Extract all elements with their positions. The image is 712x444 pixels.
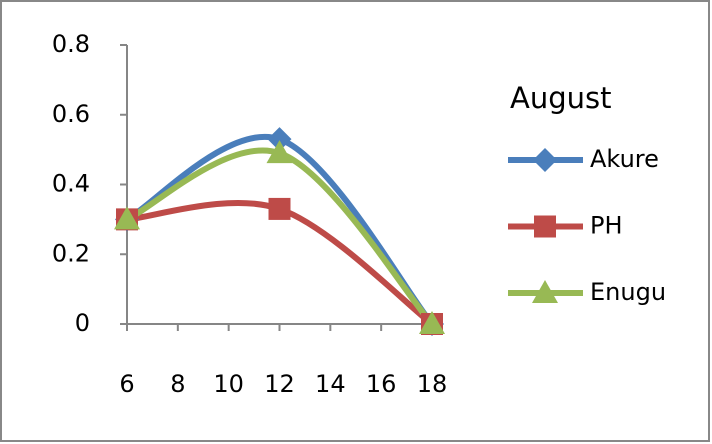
legend-label: PH (590, 212, 623, 240)
legend-label: Enugu (590, 278, 666, 306)
x-tick-label: 6 (119, 370, 134, 398)
x-tick-label: 18 (417, 370, 448, 398)
legend-title: August (510, 81, 612, 115)
y-tick-label: 0.8 (52, 30, 90, 58)
marker (534, 215, 556, 238)
y-tick-label: 0.4 (52, 170, 90, 198)
marker (532, 280, 558, 303)
legend-label: Akure (590, 145, 659, 173)
y-tick-label: 0.6 (52, 100, 90, 128)
x-tick-label: 16 (366, 370, 397, 398)
marker (267, 127, 292, 152)
y-tick-label: 0.2 (52, 239, 90, 267)
marker (268, 197, 291, 220)
y-tick-label: 0 (75, 309, 90, 337)
x-tick-label: 12 (264, 370, 295, 398)
marker (419, 311, 445, 334)
x-tick-label: 10 (213, 370, 244, 398)
marker (266, 140, 293, 164)
x-tick-label: 8 (170, 370, 185, 398)
marker (114, 206, 140, 230)
x-tick-label: 14 (315, 370, 346, 398)
marker (533, 148, 557, 172)
